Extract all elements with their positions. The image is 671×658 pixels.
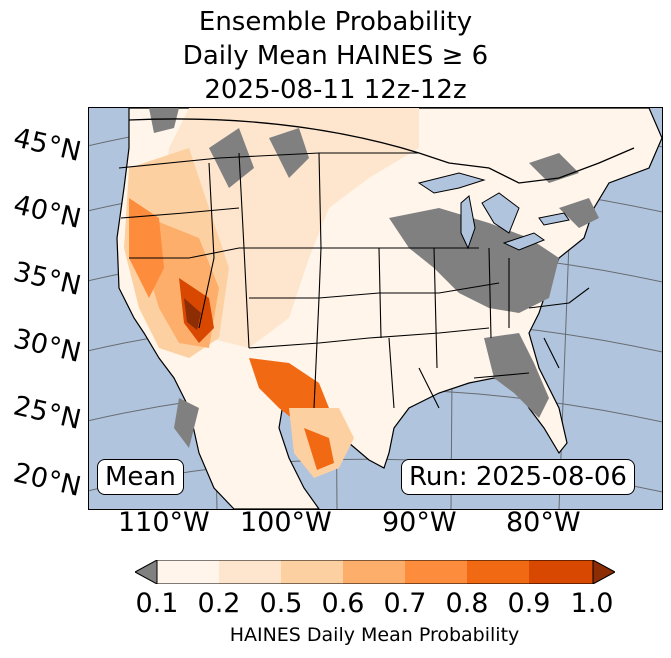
lat-label-35: 35°N: [10, 256, 84, 302]
canada-border: [128, 118, 635, 184]
colorbar-over-arrow: [592, 560, 615, 584]
colorbar-tick-0.5: 0.5: [259, 588, 303, 619]
colorbar-bin-3: [281, 560, 343, 584]
colorbar-bin-1: [157, 560, 219, 584]
colorbar: [135, 560, 615, 584]
missing-data: [149, 108, 599, 448]
run-date-box: Run: 2025-08-06: [401, 459, 635, 495]
colorbar-label: HAINES Daily Mean Probability: [229, 624, 520, 646]
map-panel: [88, 107, 663, 510]
colorbar-bin-7: [529, 560, 593, 584]
colorbar-tick-0.9: 0.9: [507, 588, 551, 619]
colorbar-tick-0.2: 0.2: [197, 588, 241, 619]
colorbar-tick-0.8: 0.8: [445, 588, 489, 619]
lat-label-30: 30°N: [10, 323, 84, 369]
lon-label-100: 100°W: [240, 507, 332, 538]
colorbar-tick-0.6: 0.6: [321, 588, 365, 619]
colorbar-bin-2: [219, 560, 281, 584]
lon-label-80: 80°W: [506, 507, 581, 538]
lon-label-110: 110°W: [118, 507, 210, 538]
colorbar-bin-4: [343, 560, 405, 584]
lat-label-20: 20°N: [10, 457, 84, 503]
colorbar-tick-1.0: 1.0: [570, 588, 614, 619]
lon-label-90: 90°W: [382, 507, 457, 538]
lat-label-25: 25°N: [10, 390, 84, 436]
lat-label-40: 40°N: [10, 189, 84, 235]
state-borders: [118, 152, 590, 409]
colorbar-tick-0.7: 0.7: [383, 588, 427, 619]
lat-label-45: 45°N: [10, 122, 84, 168]
colorbar-under-arrow: [135, 560, 158, 584]
title-line-1: Ensemble Probability: [198, 7, 473, 37]
colorbar-bin-5: [405, 560, 467, 584]
map-canvas: [89, 108, 662, 509]
colorbar-tick-0.1: 0.1: [135, 588, 179, 619]
colorbar-bin-6: [467, 560, 529, 584]
great-lakes: [417, 172, 570, 251]
title-line-2: Daily Mean HAINES ≥ 6: [182, 41, 489, 71]
title-line-3: 2025-08-11 12z-12z: [204, 75, 467, 105]
stat-box: Mean: [97, 459, 184, 495]
